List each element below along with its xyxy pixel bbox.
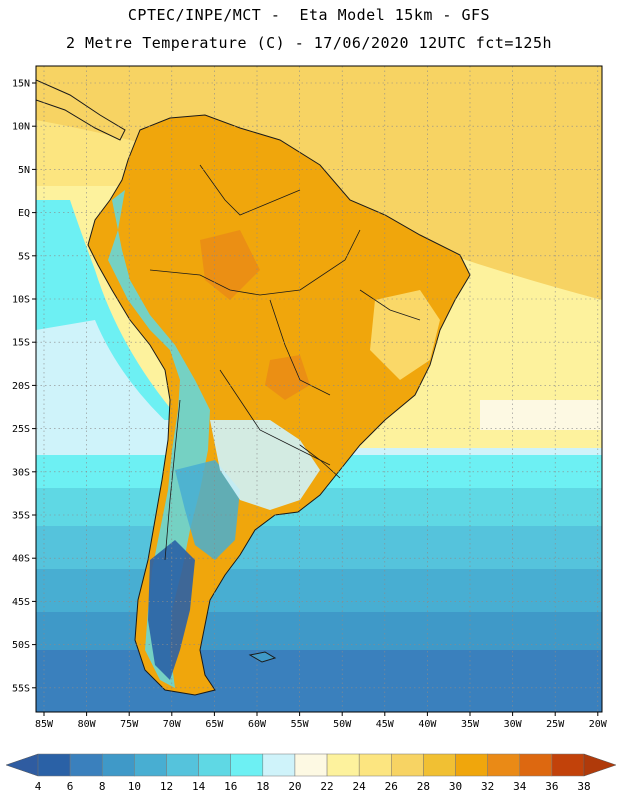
legend-label: 4 (35, 780, 42, 793)
legend-label: 22 (320, 780, 333, 793)
northeast-mild-zone (370, 290, 440, 380)
longitude-axis: 85W 80W 75W 70W 65W 60W 55W 50W 45W 40W 35W 30W 25W 2… (35, 712, 608, 730)
temperature-map: 15N 10N 5N EQ 5S 10S 15S 20S 25S 30S 35S 40S 45S 50S 5… (12, 65, 608, 730)
legend-label: 34 (513, 780, 527, 793)
legend-color-box (166, 753, 199, 777)
legend-label: 14 (192, 780, 206, 793)
lon-tick-label: 80W (78, 719, 97, 730)
cuyo-cold-zone (175, 460, 240, 560)
legend-label: 30 (449, 780, 462, 793)
falkland-islands (248, 651, 277, 663)
lat-tick-label: EQ (18, 208, 30, 219)
legend-color-box (101, 753, 135, 777)
lon-tick-label: 75W (120, 719, 139, 730)
lat-tick-label: 30S (12, 467, 30, 478)
ocean-band-10 (36, 569, 602, 614)
legend-label: 26 (385, 780, 398, 793)
legend-label: 18 (256, 780, 269, 793)
legend-color-box (423, 753, 456, 777)
lat-tick-label: 15S (12, 338, 30, 349)
atlantic-band-20 (480, 400, 602, 430)
lon-tick-label: 60W (248, 719, 267, 730)
legend-color-box (230, 753, 264, 777)
lon-tick-label: 35W (461, 719, 480, 730)
ocean-band-6 (36, 650, 602, 712)
lon-tick-label: 50W (333, 719, 352, 730)
central-america-land (36, 79, 126, 141)
legend-label: 24 (353, 780, 367, 793)
pacific-band-18 (36, 320, 175, 430)
legend-color-box (519, 753, 553, 777)
lon-tick-label: 45W (376, 719, 395, 730)
lat-tick-label: 55S (12, 683, 30, 694)
lon-tick-label: 65W (205, 719, 224, 730)
lon-tick-label: 55W (291, 719, 310, 730)
color-legend: 4 6 8 10 12 14 16 18 20 22 24 26 28 30 32 34 36 38 (5, 753, 617, 793)
legend-right-arrow (583, 753, 617, 777)
chart-title-line-2: 2 Metre Temperature (C) - 17/06/2020 12U… (65, 34, 553, 52)
latitude-axis: 15N 10N 5N EQ 5S 10S 15S 20S 25S 30S 35S 40S 45S 50S 5… (12, 79, 36, 694)
legend-label: 32 (481, 780, 494, 793)
legend-label: 10 (128, 780, 141, 793)
lat-tick-label: 10N (12, 122, 30, 133)
lat-tick-label: 5S (18, 251, 30, 262)
legend-color-box (551, 753, 585, 777)
legend-color-box (326, 753, 360, 777)
legend-color-box (198, 753, 231, 777)
lat-tick-label: 50S (12, 640, 30, 651)
lon-tick-label: 70W (163, 719, 182, 730)
legend-color-box (391, 753, 424, 777)
legend-label: 12 (160, 780, 173, 793)
ocean-band-12 (36, 526, 602, 571)
legend-color-box (294, 753, 328, 777)
lat-tick-label: 45S (12, 597, 30, 608)
legend-left-arrow (5, 753, 39, 777)
lon-tick-label: 40W (418, 719, 437, 730)
legend-label: 38 (577, 780, 590, 793)
lat-tick-label: 15N (12, 79, 30, 90)
lat-tick-label: 25S (12, 424, 30, 435)
map-frame (35, 65, 603, 713)
legend-label: 6 (67, 780, 74, 793)
lat-tick-label: 20S (12, 381, 30, 392)
lat-tick-label: 5N (18, 165, 30, 176)
lat-tick-label: 35S (12, 511, 30, 522)
lat-tick-label: 10S (12, 295, 30, 306)
legend-label: 36 (545, 780, 558, 793)
legend-color-box (358, 753, 392, 777)
lon-tick-label: 25W (546, 719, 565, 730)
legend-label: 28 (417, 780, 430, 793)
pampas-cool-zone (210, 420, 320, 510)
lon-tick-label: 85W (35, 719, 54, 730)
lon-tick-label: 30W (504, 719, 523, 730)
legend-label: 16 (224, 780, 237, 793)
pantanal-hot-spot (265, 355, 310, 400)
legend-color-box (455, 753, 488, 777)
legend-color-box (262, 753, 296, 777)
legend-color-box (69, 753, 103, 777)
legend-color-box (134, 753, 167, 777)
lat-tick-label: 40S (12, 554, 30, 565)
legend-label: 8 (99, 780, 106, 793)
legend-label: 20 (288, 780, 301, 793)
lon-tick-label: 20W (589, 719, 608, 730)
chart-title-line-1: CPTEC/INPE/MCT - Eta Model 15km - GFS (127, 6, 491, 24)
map-field (36, 66, 602, 712)
legend-color-box (487, 753, 521, 777)
patagonia-cold-zone (148, 540, 195, 680)
legend-color-box (37, 753, 71, 777)
ocean-band-8 (36, 612, 602, 652)
country-boundaries (149, 164, 421, 561)
